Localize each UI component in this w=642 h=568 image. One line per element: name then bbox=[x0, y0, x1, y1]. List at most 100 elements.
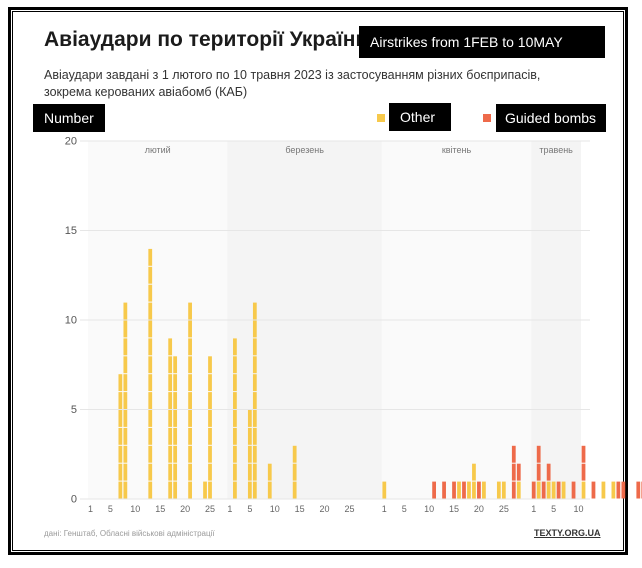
bar-segment-other bbox=[472, 463, 476, 481]
bar-segment-other bbox=[247, 463, 252, 481]
bar-segment-guided bbox=[536, 463, 541, 481]
bar-segment-other bbox=[501, 481, 506, 499]
chart-subtitle: Авіаудари завдані з 1 лютого по 10 травн… bbox=[44, 67, 564, 101]
x-tick-label: 5 bbox=[108, 504, 113, 514]
bar-segment-other bbox=[123, 374, 128, 392]
bar-segment-guided bbox=[636, 481, 641, 499]
bar-segment-other bbox=[203, 481, 207, 499]
bar-segment-other bbox=[168, 463, 173, 481]
bar-segment-other bbox=[168, 410, 173, 427]
x-tick-label: 5 bbox=[551, 504, 556, 514]
x-tick-label: 1 bbox=[531, 504, 536, 514]
bar-segment-other bbox=[168, 427, 173, 445]
bar-segment-other bbox=[173, 463, 178, 481]
bar-segment-other bbox=[123, 427, 128, 445]
bar-segment-other bbox=[252, 445, 257, 463]
bar-segment-other bbox=[252, 320, 257, 338]
bar-segment-other bbox=[188, 481, 192, 499]
bar-segment-other bbox=[233, 445, 237, 463]
bar-segment-other bbox=[233, 374, 237, 392]
y-axis-label: Number bbox=[33, 104, 105, 132]
bar-segment-other bbox=[148, 410, 153, 427]
bar-segment-other bbox=[148, 463, 153, 481]
bar-segment-other bbox=[561, 481, 566, 499]
bar-segment-other bbox=[168, 392, 173, 409]
bar-segment-other bbox=[148, 427, 153, 445]
bar-segment-other bbox=[551, 481, 556, 499]
bar-segment-other bbox=[252, 392, 257, 409]
bar-segment-other bbox=[208, 392, 212, 409]
bar-segment-other bbox=[123, 463, 128, 481]
bar-segment-guided bbox=[591, 481, 596, 499]
x-tick-label: 20 bbox=[320, 504, 330, 514]
month-label: квітень bbox=[442, 145, 472, 155]
bar-segment-other bbox=[247, 445, 252, 463]
bar-segment-other bbox=[168, 374, 173, 392]
x-tick-label: 10 bbox=[424, 504, 434, 514]
bar-segment-guided bbox=[581, 445, 586, 463]
bar-segment-other bbox=[467, 481, 471, 499]
month-label: лютий bbox=[145, 145, 171, 155]
x-tick-label: 15 bbox=[155, 504, 165, 514]
bar-segment-other bbox=[208, 463, 212, 481]
english-title-label: Airstrikes from 1FEB to 10MAY bbox=[359, 26, 605, 58]
bar-segment-other bbox=[516, 481, 521, 499]
bar-segment-other bbox=[233, 410, 237, 427]
bar-segment-other bbox=[267, 481, 272, 499]
bar-segment-other bbox=[252, 481, 257, 499]
bar-segment-other bbox=[581, 481, 586, 499]
bar-segment-other bbox=[292, 481, 297, 499]
bar-segment-guided bbox=[581, 463, 586, 481]
bar-segment-guided bbox=[621, 481, 626, 499]
subtitle-line-1: Авіаудари завдані з 1 лютого по 10 травн… bbox=[44, 68, 541, 82]
x-tick-label: 25 bbox=[499, 504, 509, 514]
y-tick-label: 10 bbox=[65, 315, 77, 327]
bar-segment-other bbox=[123, 410, 128, 427]
bar-segment-other bbox=[148, 338, 153, 356]
bar-segment-other bbox=[148, 374, 153, 392]
bar-segment-other bbox=[247, 427, 252, 445]
bar-segment-guided bbox=[516, 463, 521, 481]
outer-frame bbox=[8, 7, 628, 555]
bar-segment-other bbox=[496, 481, 501, 499]
bar-segment-other bbox=[118, 481, 123, 499]
inner-frame bbox=[12, 11, 624, 551]
bar-segment-other bbox=[601, 481, 606, 499]
bar-segment-other bbox=[123, 338, 128, 356]
legend-guided-text: Guided bombs bbox=[505, 110, 597, 126]
bar-segment-other bbox=[148, 266, 153, 284]
bar-segment-other bbox=[148, 320, 153, 338]
month-label: березень bbox=[285, 145, 324, 155]
x-tick-label: 5 bbox=[247, 504, 252, 514]
bar-segment-other bbox=[252, 338, 257, 356]
y-tick-label: 20 bbox=[65, 136, 77, 148]
x-tick-label: 25 bbox=[344, 504, 354, 514]
bar-segment-other bbox=[148, 392, 153, 409]
bar-segment-other bbox=[252, 410, 257, 427]
bar-segment-other bbox=[188, 392, 192, 409]
bar-segment-other bbox=[247, 410, 252, 427]
bar-segment-other bbox=[148, 302, 153, 320]
y-tick-label: 15 bbox=[65, 225, 77, 237]
bar-segment-other bbox=[292, 463, 297, 481]
brand-logo: TEXTY.ORG.UA bbox=[534, 528, 601, 538]
bar-segment-other bbox=[123, 481, 128, 499]
bar-segment-other bbox=[123, 356, 128, 374]
x-tick-label: 20 bbox=[180, 504, 190, 514]
english-title-text: Airstrikes from 1FEB to 10MAY bbox=[370, 34, 563, 50]
x-tick-label: 15 bbox=[295, 504, 305, 514]
x-tick-label: 10 bbox=[130, 504, 140, 514]
bar-segment-other bbox=[252, 356, 257, 374]
legend-other-text: Other bbox=[400, 109, 436, 125]
bar-segment-other bbox=[208, 410, 212, 427]
bar-segment-other bbox=[233, 338, 237, 356]
x-tick-label: 15 bbox=[449, 504, 459, 514]
bar-segment-other bbox=[233, 356, 237, 374]
bar-segment-other bbox=[123, 320, 128, 338]
bar-segment-other bbox=[148, 284, 153, 302]
bar-segment-guided bbox=[462, 481, 466, 499]
bar-segment-other bbox=[148, 248, 153, 266]
bar-segment-other bbox=[123, 392, 128, 409]
bar-segment-guided bbox=[546, 463, 551, 481]
month-label: травень bbox=[539, 145, 573, 155]
